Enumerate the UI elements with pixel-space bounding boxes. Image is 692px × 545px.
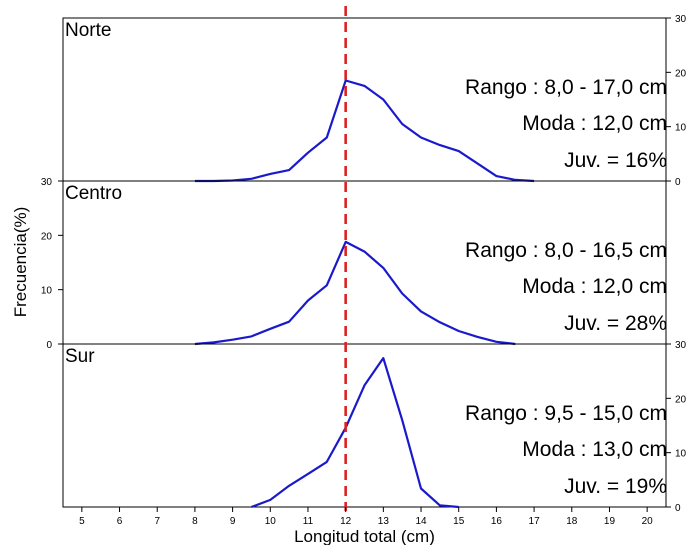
y-tick-label: 10	[41, 286, 53, 297]
x-tick-label: 15	[453, 516, 465, 527]
y-tick-label: 20	[675, 394, 687, 405]
x-tick-label: 16	[491, 516, 503, 527]
data-point	[439, 321, 441, 323]
panel-annotation: Moda : 12,0 cm	[522, 112, 667, 135]
x-tick-label: 5	[79, 516, 85, 527]
data-point	[458, 150, 460, 152]
y-tick-label: 0	[46, 340, 52, 351]
y-tick-label: 10	[675, 449, 687, 460]
x-tick-label: 17	[529, 516, 541, 527]
series-line-sur	[251, 357, 459, 509]
data-point	[458, 330, 460, 332]
x-tick-label: 7	[154, 516, 160, 527]
data-point	[269, 499, 271, 501]
x-tick-label: 12	[340, 516, 352, 527]
data-point	[420, 310, 422, 312]
data-point	[288, 169, 290, 171]
panel-annotation: Juv. = 28%	[564, 312, 667, 335]
data-point	[382, 98, 384, 100]
series-line-centro	[194, 240, 516, 346]
x-tick-label: 20	[642, 516, 654, 527]
data-point	[326, 284, 328, 286]
panel-annotation: Rango : 8,0 - 17,0 cm	[465, 76, 667, 99]
y-tick-label: 0	[675, 503, 681, 514]
x-tick-label: 11	[303, 516, 314, 527]
data-point	[231, 338, 233, 340]
data-point	[326, 136, 328, 138]
panel-title: Norte	[65, 20, 111, 41]
x-tick-label: 10	[265, 516, 277, 527]
panel-annotation: Juv. = 16%	[564, 149, 667, 172]
data-point	[439, 504, 441, 506]
data-point	[269, 328, 271, 330]
data-point	[476, 336, 478, 338]
panel-title: Centro	[65, 183, 122, 204]
data-point	[326, 461, 328, 463]
data-point	[250, 506, 252, 508]
data-point	[476, 162, 478, 164]
data-point	[439, 144, 441, 146]
y-axis-label: Frecuencia(%)	[11, 207, 30, 318]
x-axis-label: Longitud total (cm)	[294, 527, 435, 545]
data-point	[401, 292, 403, 294]
data-point	[250, 335, 252, 337]
data-point	[401, 419, 403, 421]
data-point	[288, 321, 290, 323]
x-tick-label: 18	[566, 516, 578, 527]
panel-annotation: Juv. = 19%	[564, 475, 667, 498]
x-tick-label: 8	[192, 516, 198, 527]
data-point	[363, 85, 365, 87]
data-point	[288, 485, 290, 487]
y-tick-label: 30	[675, 14, 687, 25]
y-tick-label: 30	[41, 177, 53, 188]
data-point	[269, 173, 271, 175]
data-point	[344, 241, 346, 243]
panel-title: Sur	[65, 346, 95, 367]
data-point	[495, 175, 497, 177]
panel-annotation: Moda : 13,0 cm	[522, 438, 667, 461]
x-tick-label: 13	[378, 516, 390, 527]
x-tick-label: 6	[117, 516, 123, 527]
data-point	[495, 341, 497, 343]
panel-frame-2	[62, 343, 667, 508]
y-tick-label: 20	[41, 231, 53, 242]
data-point	[420, 136, 422, 138]
data-point	[420, 487, 422, 489]
data-point	[363, 250, 365, 252]
panel-annotation: Moda : 12,0 cm	[522, 275, 667, 298]
data-point	[401, 123, 403, 125]
y-tick-label: 30	[675, 340, 687, 351]
x-tick-label: 19	[604, 516, 616, 527]
data-point	[382, 357, 384, 359]
x-tick-label: 14	[415, 516, 427, 527]
x-tick-label: 9	[230, 516, 236, 527]
data-point	[213, 341, 215, 343]
data-point	[250, 178, 252, 180]
panel-annotation: Rango : 8,0 - 16,5 cm	[465, 239, 667, 262]
data-point	[382, 267, 384, 269]
y-tick-label: 10	[675, 123, 687, 134]
y-tick-label: 20	[675, 68, 687, 79]
data-point	[307, 299, 309, 301]
data-point	[363, 384, 365, 386]
data-point	[307, 473, 309, 475]
series-line-norte	[194, 79, 535, 183]
data-point	[307, 152, 309, 154]
y-tick-label: 0	[675, 177, 681, 188]
panel-annotation: Rango : 9,5 - 15,0 cm	[465, 402, 667, 425]
